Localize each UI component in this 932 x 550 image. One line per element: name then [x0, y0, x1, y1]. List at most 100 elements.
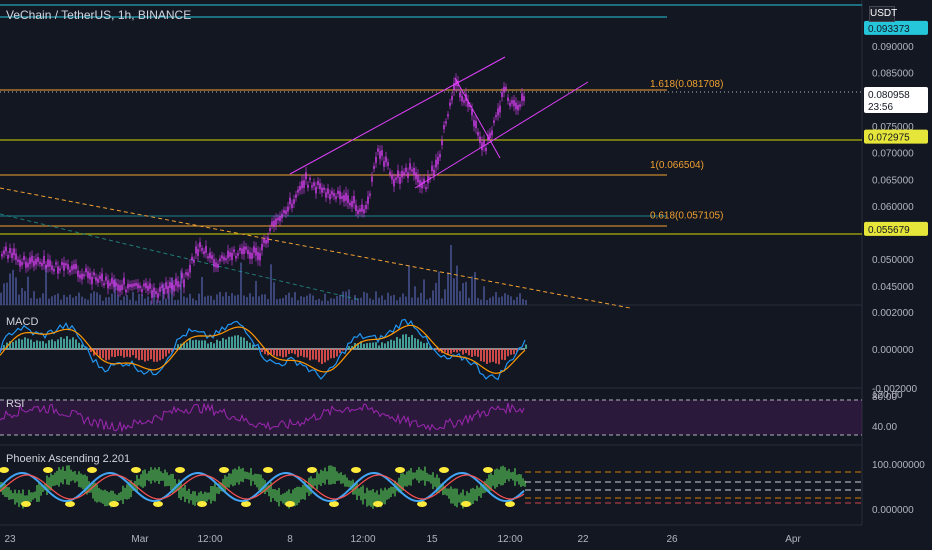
candle-body: [415, 172, 417, 180]
phoenix-fill-bar: [298, 486, 300, 503]
volume-bar: [369, 298, 371, 305]
candle-body: [263, 238, 265, 243]
volume-bar: [51, 296, 53, 305]
phoenix-fill-bar: [120, 491, 122, 501]
macd-hist-bar: [495, 349, 497, 364]
symbol-title[interactable]: VeChain / TetherUS, 1h, BINANCE: [6, 8, 192, 22]
macd-hist-bar: [498, 349, 500, 365]
macd-hist-bar: [504, 349, 506, 361]
candle-body: [327, 188, 329, 194]
phoenix-fill-bar: [274, 489, 276, 501]
phoenix-fill-bar: [166, 472, 168, 487]
macd-hist-bar: [450, 349, 452, 354]
phoenix-tick-label: 0.000000: [872, 505, 914, 516]
phoenix-fill-bar: [428, 474, 430, 482]
phoenix-fill-bar: [500, 466, 502, 486]
candle-body: [149, 283, 151, 289]
currency-badge[interactable]: USDT: [869, 6, 897, 22]
phoenix-fill-bar: [204, 491, 206, 505]
phoenix-fill-bar: [172, 473, 174, 494]
volume-bar: [276, 299, 278, 305]
phoenix-fill-bar: [288, 489, 290, 509]
macd-hist-bar: [261, 349, 263, 353]
phoenix-dot: [417, 501, 427, 507]
macd-hist-bar: [273, 349, 275, 356]
candle-body: [433, 169, 435, 176]
rsi-pane-label[interactable]: RSI: [6, 398, 25, 410]
volume-bar: [108, 297, 110, 305]
macd-hist-bar: [282, 349, 284, 358]
candle-body: [277, 217, 279, 221]
candle-body: [159, 287, 161, 292]
candle-body: [227, 250, 229, 259]
phoenix-fill-bar: [324, 467, 326, 485]
candle-body: [43, 255, 45, 264]
candle-body: [155, 291, 157, 295]
phoenix-fill-bar: [392, 486, 394, 494]
macd-hist-bar: [237, 335, 239, 349]
volume-bar: [246, 297, 248, 305]
macd-hist-bar: [468, 349, 470, 356]
phoenix-fill-bar: [464, 495, 466, 503]
macd-hist-bar: [378, 345, 380, 349]
candle-body: [15, 253, 17, 260]
volume-bar: [99, 294, 101, 305]
volume-bar: [300, 296, 302, 305]
candle-body: [75, 263, 77, 270]
candle-body: [251, 252, 253, 260]
phoenix-fill-bar: [458, 494, 460, 503]
time-tick-label: 12:00: [350, 534, 375, 545]
phoenix-fill-bar: [342, 475, 344, 484]
candle-body: [49, 260, 51, 267]
candle-body: [99, 275, 101, 280]
phoenix-fill-bar: [32, 492, 34, 500]
macd-pane-label[interactable]: MACD: [6, 316, 39, 328]
macd-hist-bar: [108, 349, 110, 360]
phoenix-pane-label[interactable]: Phoenix Ascending 2.201: [6, 453, 131, 465]
macd-hist-bar: [186, 342, 188, 349]
volume-bar: [504, 293, 506, 305]
volume-bar: [126, 295, 128, 305]
candle-body: [193, 259, 195, 263]
phoenix-fill-bar: [514, 468, 516, 486]
volume-bar: [198, 293, 200, 305]
macd-hist-bar: [198, 340, 200, 349]
price-tick-label: 0.065000: [872, 175, 914, 186]
phoenix-fill-bar: [84, 474, 86, 493]
time-tick-label: Mar: [131, 534, 149, 545]
phoenix-fill-bar: [374, 492, 376, 506]
volume-bar: [462, 283, 464, 305]
candle-body: [453, 82, 455, 91]
candle-body: [307, 184, 309, 188]
candle-body: [231, 252, 233, 260]
volume-bar: [54, 294, 56, 305]
volume-bar: [72, 297, 74, 305]
candle-body: [5, 246, 7, 252]
phoenix-dot: [197, 501, 207, 507]
macd-hist-bar: [138, 349, 140, 361]
candle-body: [27, 262, 29, 268]
macd-hist-bar: [246, 340, 248, 349]
fib-label-f1618: 1.618(0.081708): [650, 79, 723, 90]
candle-body: [511, 100, 513, 104]
volume-bar: [411, 297, 413, 305]
volume-bar: [327, 300, 329, 305]
phoenix-dot: [43, 467, 53, 473]
macd-hist-bar: [291, 349, 293, 354]
candle-body: [397, 170, 399, 178]
candle-body: [45, 264, 47, 269]
phoenix-fill-bar: [100, 489, 102, 503]
phoenix-fill-bar: [106, 490, 108, 507]
candle-body: [285, 210, 287, 215]
candle-body: [475, 120, 477, 129]
phoenix-fill-bar: [128, 481, 130, 499]
candle-body: [325, 192, 327, 198]
phoenix-fill-bar: [360, 486, 362, 501]
phoenix-fill-bar: [516, 474, 518, 482]
volume-bar: [57, 293, 59, 305]
candle-body: [79, 274, 81, 279]
candle-body: [123, 277, 125, 285]
phoenix-fill-bar: [322, 470, 324, 483]
candle-body: [469, 104, 471, 108]
